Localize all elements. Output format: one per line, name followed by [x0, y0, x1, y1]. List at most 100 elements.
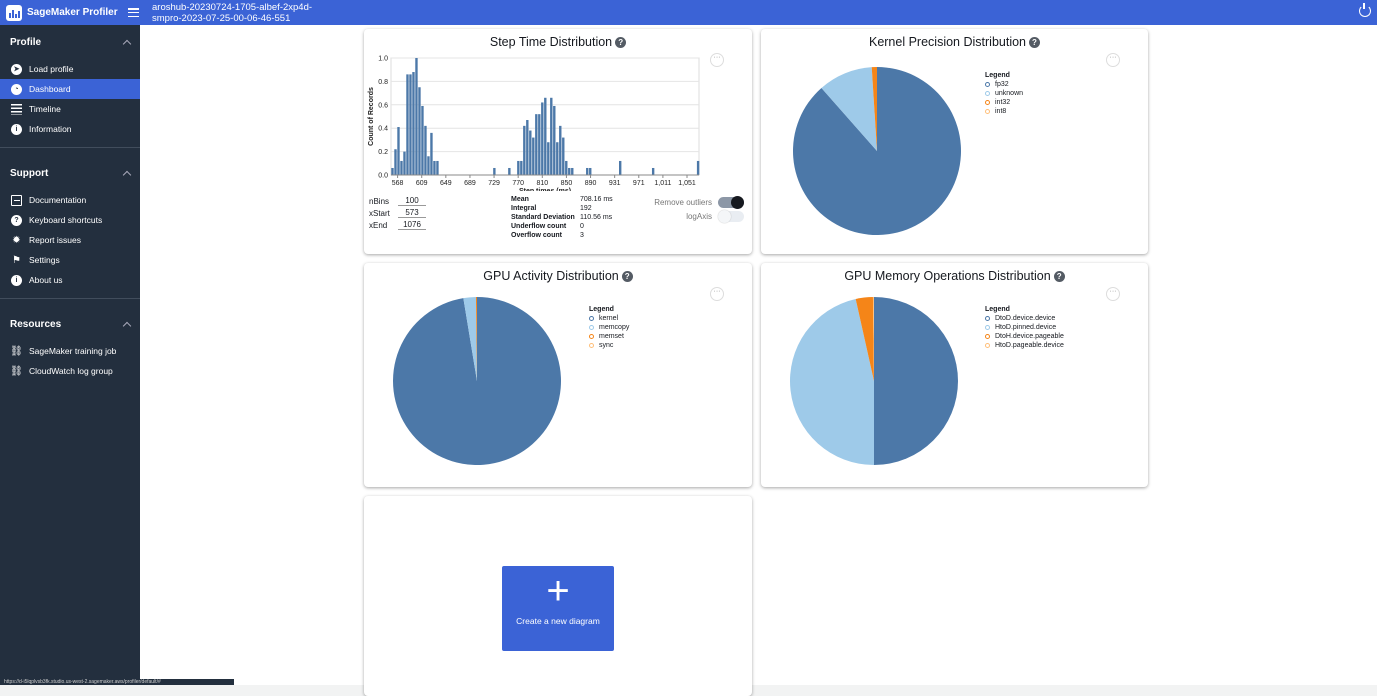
legend-item[interactable]: int32	[985, 98, 1023, 107]
legend-item[interactable]: HtoD.pinned.device	[985, 323, 1064, 332]
compass-icon: ➤	[11, 64, 22, 75]
sidebar-item-dashboard[interactable]: ◔Dashboard	[0, 79, 140, 99]
sidebar-item-keyboard-shortcuts[interactable]: ?Keyboard shortcuts	[0, 210, 140, 230]
more-options-icon[interactable]: ···	[1106, 287, 1120, 301]
histogram-bar	[550, 98, 552, 175]
x-tick-label: 689	[464, 180, 476, 187]
section-support[interactable]: Support	[0, 156, 140, 190]
legend-item[interactable]: fp32	[985, 80, 1023, 89]
histogram-bar	[409, 74, 411, 175]
legend-item[interactable]: kernel	[589, 314, 629, 323]
legend-item[interactable]: DtoD.device.device	[985, 314, 1064, 323]
remove-outliers-toggle[interactable]: Remove outliers	[654, 195, 744, 209]
kernel-precision-pie	[787, 61, 967, 241]
table-icon	[11, 104, 22, 115]
more-options-icon[interactable]: ···	[710, 287, 724, 301]
help-icon[interactable]: ?	[615, 37, 626, 48]
brand[interactable]: SageMaker Profiler	[0, 0, 140, 25]
divider	[0, 147, 140, 148]
x-tick-label: 850	[561, 180, 573, 187]
section-resources[interactable]: Resources	[0, 307, 140, 341]
histogram-bar	[553, 106, 555, 175]
chevron-up-icon	[123, 39, 131, 47]
sidebar-item-training-job[interactable]: ⛓SageMaker training job	[0, 341, 140, 361]
legend: Legend kernel memcopy memset sync	[589, 305, 629, 350]
toggle-switch[interactable]	[718, 197, 744, 208]
plus-icon: +	[502, 566, 614, 616]
legend-swatch	[589, 325, 594, 330]
histogram-bar	[406, 74, 408, 175]
sidebar-item-documentation[interactable]: Documentation	[0, 190, 140, 210]
legend-item[interactable]: HtoD.pageable.device	[985, 341, 1064, 350]
help-icon[interactable]: ?	[622, 271, 633, 282]
divider	[0, 298, 140, 299]
legend-swatch	[589, 343, 594, 348]
legend: Legend fp32 unknown int32 int8	[985, 71, 1023, 116]
sidebar-item-timeline[interactable]: Timeline	[0, 99, 140, 119]
histogram-bar	[559, 126, 561, 175]
pie-slice	[874, 297, 958, 465]
histogram-bar	[427, 156, 429, 175]
histogram-bar	[589, 168, 591, 175]
legend-item[interactable]: memcopy	[589, 323, 629, 332]
legend-item[interactable]: int8	[985, 107, 1023, 116]
settings-icon: ⚑	[11, 255, 22, 266]
sidebar-item-load-profile[interactable]: ➤Load profile	[0, 59, 140, 79]
legend-item[interactable]: DtoH.device.pageable	[985, 332, 1064, 341]
xstart-input[interactable]: 573	[398, 208, 426, 218]
histogram-bar	[556, 142, 558, 175]
x-tick-label: 609	[416, 180, 428, 187]
histogram-bar	[523, 126, 525, 175]
y-tick-label: 0.8	[378, 79, 388, 86]
histogram-bar	[547, 142, 549, 175]
sidebar-item-settings[interactable]: ⚑Settings	[0, 250, 140, 270]
histogram-bar	[541, 102, 543, 175]
x-tick-label: 729	[488, 180, 500, 187]
help-icon[interactable]: ?	[1029, 37, 1040, 48]
toggle-switch[interactable]	[718, 211, 744, 222]
job-title: aroshub-20230724-1705-albef-2xp4d- smpro…	[152, 2, 312, 24]
x-tick-label: 890	[585, 180, 597, 187]
legend-item[interactable]: memset	[589, 332, 629, 341]
histogram-bar	[433, 161, 435, 175]
chevron-up-icon	[123, 170, 131, 178]
histogram-bar	[652, 168, 654, 175]
histogram-bar	[538, 114, 540, 175]
legend-item[interactable]: unknown	[985, 89, 1023, 98]
histogram-bar	[571, 168, 573, 175]
section-profile[interactable]: Profile	[0, 25, 140, 59]
legend-swatch	[985, 343, 990, 348]
histogram-bar	[586, 168, 588, 175]
document-icon	[11, 195, 22, 206]
sidebar-item-cloudwatch[interactable]: ⛓CloudWatch log group	[0, 361, 140, 381]
help-icon[interactable]: ?	[1054, 271, 1065, 282]
x-tick-label: 971	[633, 180, 645, 187]
power-icon[interactable]	[1359, 5, 1371, 17]
create-diagram-button[interactable]: + Create a new diagram	[502, 566, 614, 651]
toggle-group: Remove outliers logAxis	[654, 195, 744, 223]
xend-input[interactable]: 1076	[398, 220, 426, 230]
external-link-icon: ⛓	[11, 366, 22, 377]
x-tick-label: 931	[609, 180, 621, 187]
histogram-bar	[436, 161, 438, 175]
card-gpu-activity: GPU Activity Distribution? ··· Legend ke…	[364, 263, 752, 487]
x-tick-label: 770	[512, 180, 524, 187]
legend-item[interactable]: sync	[589, 341, 629, 350]
log-axis-toggle[interactable]: logAxis	[654, 209, 744, 223]
more-options-icon[interactable]: ···	[1106, 53, 1120, 67]
sidebar-item-report-issues[interactable]: ✹Report issues	[0, 230, 140, 250]
status-url: https://d-i5lqplvsb3fk.studio.us-west-2.…	[0, 679, 234, 685]
y-axis-label: Count of Records	[368, 87, 375, 146]
nbins-input[interactable]: 100	[398, 196, 426, 206]
y-tick-label: 0.2	[378, 149, 388, 156]
y-tick-label: 0.0	[378, 173, 388, 180]
histogram-bar	[421, 106, 423, 175]
gauge-icon: ◔	[11, 84, 22, 95]
menu-icon[interactable]	[128, 8, 139, 17]
card-title: Kernel Precision Distribution?	[761, 35, 1148, 49]
